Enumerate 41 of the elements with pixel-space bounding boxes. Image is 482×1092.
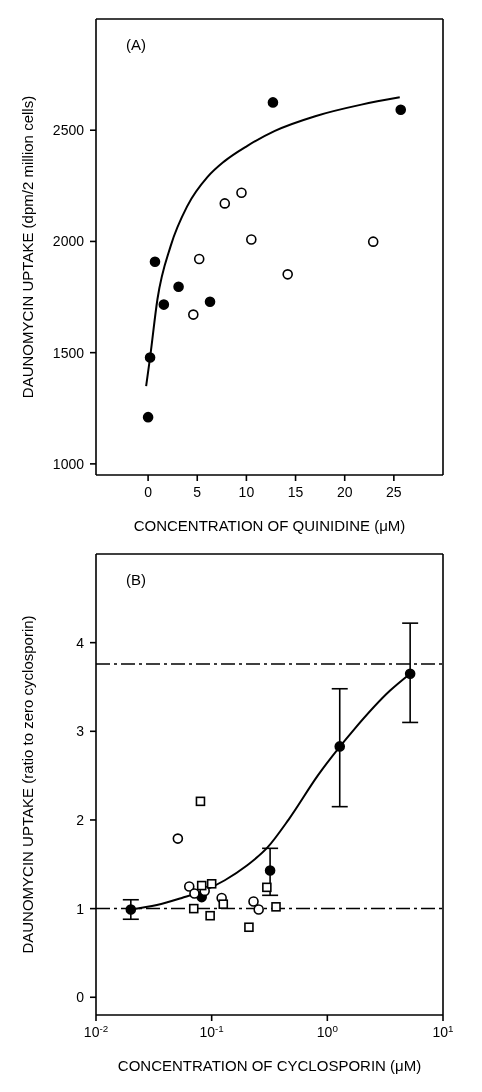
point bbox=[149, 256, 161, 267]
point bbox=[173, 281, 184, 293]
point bbox=[395, 104, 407, 116]
y-tick-label: 1000 bbox=[52, 455, 85, 472]
y-tick-label: 0 bbox=[76, 989, 85, 1006]
point bbox=[204, 296, 216, 308]
point bbox=[188, 309, 199, 320]
point bbox=[142, 411, 154, 423]
y-tick-label: 3 bbox=[76, 723, 85, 740]
x-axis-title: CONCENTRATION OF QUINIDINE (μM) bbox=[133, 517, 406, 534]
x-tick-label: 25 bbox=[386, 484, 402, 500]
y-tick-label: 4 bbox=[76, 634, 85, 651]
point bbox=[158, 299, 170, 310]
y-tick-label: 1 bbox=[76, 900, 85, 917]
y-tick-label: 2500 bbox=[52, 122, 85, 139]
x-tick-label: 10 bbox=[238, 484, 255, 500]
point bbox=[267, 97, 279, 108]
point bbox=[236, 187, 247, 199]
point bbox=[367, 236, 379, 247]
annotation: (B) bbox=[126, 571, 146, 588]
point bbox=[193, 253, 205, 265]
annotation: (A) bbox=[126, 36, 146, 53]
x-tick-label: 5 bbox=[193, 484, 202, 500]
y-tick-label: 1500 bbox=[52, 344, 85, 361]
y-tick-label: 2000 bbox=[52, 233, 85, 250]
x-tick-label: 10$^{-1}$ bbox=[199, 1022, 224, 1040]
point bbox=[246, 234, 257, 245]
x-tick-label: 10$^{-2}$ bbox=[83, 1022, 109, 1040]
line-series bbox=[145, 96, 401, 388]
point bbox=[144, 352, 156, 363]
x-tick-label: 20 bbox=[336, 484, 353, 500]
x-tick-label: 0 bbox=[144, 484, 153, 500]
point bbox=[219, 198, 231, 209]
y-axis-title: DAUNOMYCIN UPTAKE (ratio to zero cyclosporin) bbox=[19, 615, 37, 954]
x-tick-label: 10$^{1}$ bbox=[432, 1022, 454, 1040]
point bbox=[282, 269, 293, 280]
y-tick-label: 2 bbox=[76, 811, 85, 828]
x-tick-label: 15 bbox=[287, 484, 304, 500]
x-tick-label: 10$^{0}$ bbox=[316, 1022, 339, 1040]
y-axis-title: DAUNOMYCIN UPTAKE (dpm/2 million cells) bbox=[19, 95, 37, 399]
x-axis-title: CONCENTRATION OF CYCLOSPORIN (μM) bbox=[117, 1057, 422, 1074]
